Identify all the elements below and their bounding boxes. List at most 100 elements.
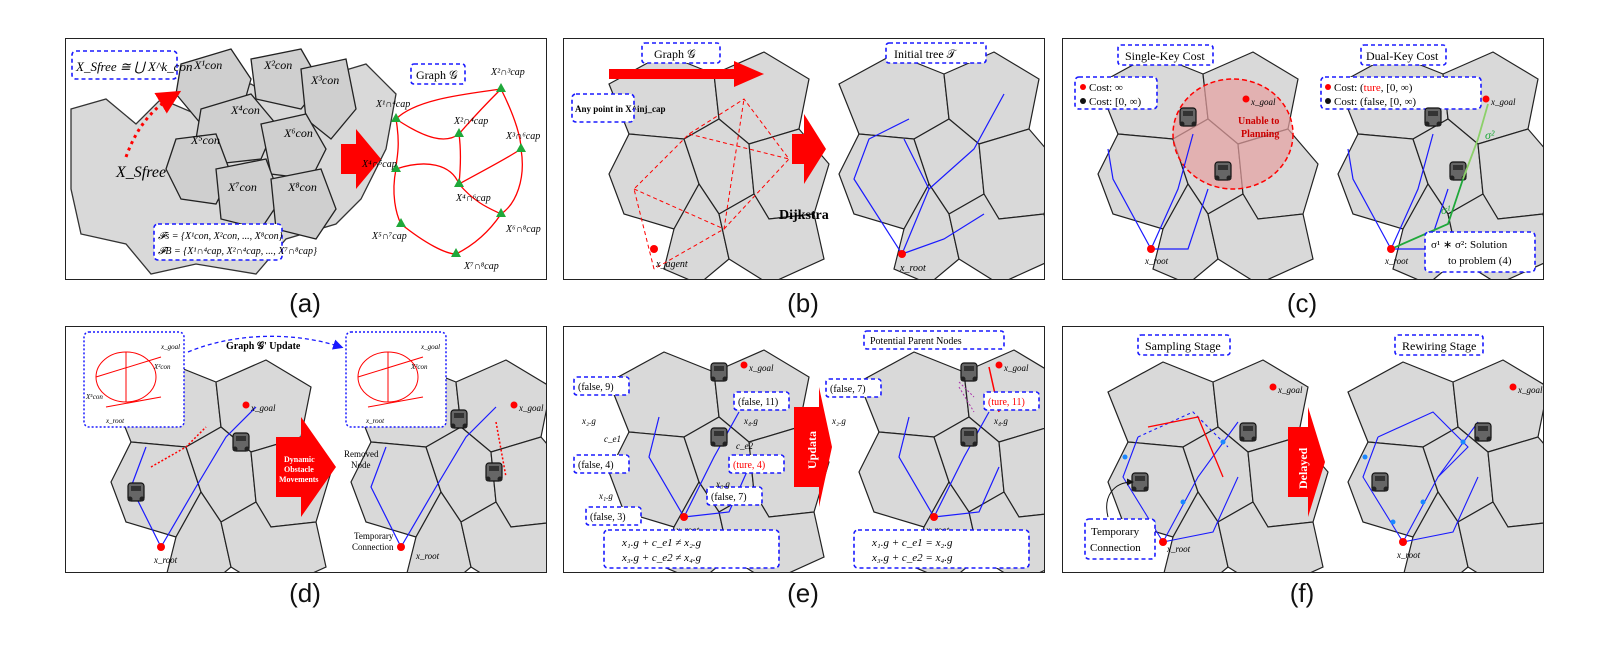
temp-line1-d: Temporary	[354, 531, 394, 541]
cap-label-5n7: X⁵∩⁷cap	[371, 231, 407, 242]
updata-label: Updata	[805, 431, 819, 469]
caption-c: (c)	[1286, 288, 1318, 318]
top-red-arrow	[609, 61, 764, 87]
caption-f: (f)	[1289, 578, 1315, 608]
root-dot-b	[898, 250, 906, 258]
solution-line2: to problem (4)	[1448, 255, 1512, 267]
sigma1-label: σ¹	[1441, 203, 1451, 217]
cap-label-7n8: X⁷∩⁸cap	[463, 261, 499, 272]
x2g-right: x₂.g	[831, 416, 846, 426]
x-goal-d2: x_goal	[518, 403, 544, 413]
e-box-6: (false, 3)	[590, 512, 626, 523]
ce2-label: c_e2	[736, 441, 753, 451]
dijkstra-arrow	[792, 114, 826, 184]
update-label: Graph 𝒢' Update	[226, 340, 301, 352]
graph-title-b: Graph 𝒢	[654, 47, 696, 61]
panel-b: Graph 𝒢 Any point in X^inj_cap x_agent D…	[563, 38, 1045, 280]
panel-c-diagram: Single-Key Cost Dual-Key Cost Cost: ∞ Co…	[1074, 44, 1543, 279]
ce1-label: c_e1	[604, 434, 621, 444]
tree-edges	[853, 93, 1005, 255]
x2g-left: x₂.g	[581, 416, 596, 426]
temp-line2-d: Connection	[352, 542, 394, 552]
inset-root-right: x_root	[365, 417, 385, 425]
x4g-right: x₄.g	[993, 416, 1008, 426]
e-box-4: (ture, 4)	[733, 460, 765, 471]
inset-con2-left: X²con	[153, 363, 171, 371]
any-point-label: Any point in X^inj_cap	[575, 104, 666, 114]
con-label-4: X⁴con	[230, 103, 260, 117]
tree-title: Initial tree 𝒯	[894, 47, 958, 61]
cap-label-2n4: X²∩⁴cap	[453, 116, 488, 127]
x-root-f1: x_root	[1166, 544, 1191, 554]
cost-zero: Cost: [0, ∞)	[1089, 96, 1141, 108]
e-box-r1: (false, 7)	[830, 384, 866, 395]
panel-e: x_goal x_goal x_root x_root (false, 9) (…	[563, 326, 1045, 573]
root-dot-c1	[1147, 245, 1155, 253]
panel-f: Sampling Stage Rewiring Stage x_goal x_g…	[1062, 326, 1544, 573]
transition-arrow	[341, 129, 381, 189]
x-goal-d1: x_goal	[250, 403, 276, 413]
removed-line2: Node	[351, 460, 371, 470]
sigma1-path	[1390, 178, 1464, 250]
unable-region	[1172, 78, 1294, 190]
inset-con2-right: X²con	[410, 363, 428, 371]
x-goal-f2: x_goal	[1517, 385, 1543, 395]
x-root-label-c2: x_root	[1384, 256, 1409, 266]
con-label-5: X⁵con	[190, 133, 220, 147]
rewiring-title: Rewiring Stage	[1402, 339, 1476, 353]
removed-line1: Removed	[344, 449, 379, 459]
con-label-2: X²con	[263, 58, 292, 72]
single-key-title: Single-Key Cost	[1125, 49, 1205, 63]
cap-label-4n5: X⁴∩⁵cap	[361, 159, 397, 170]
dynamic-line3: Movements	[279, 475, 319, 484]
eq-right-2: x₃.g + c_e2 = x₄.g	[871, 552, 953, 564]
inset-goal-right: x_goal	[420, 343, 440, 351]
x-root-label-b: x_root	[899, 263, 926, 274]
e-box-1: (false, 9)	[578, 382, 614, 393]
panel-c: Single-Key Cost Dual-Key Cost Cost: ∞ Co…	[1062, 38, 1544, 280]
cap-label-2n3: X²∩³cap	[490, 67, 525, 78]
delayed-arrow	[1288, 407, 1325, 517]
x4g-left: x₄.g	[743, 416, 758, 426]
delayed-label: Delayed	[1296, 447, 1310, 489]
panel-a-diagram: X_Sfree ≅ ⋃ X^k_con X¹con X²con X³con X⁴…	[70, 48, 541, 275]
x-goal-e2: x_goal	[1003, 363, 1029, 373]
con-label-6: X⁶con	[283, 126, 313, 140]
panel-d-diagram: x_goal X²con X⁵con x_root Graph 𝒢' Updat…	[83, 331, 546, 572]
fs-set: 𝓕s = {X¹con, X²con, ..., X⁸con}	[158, 231, 283, 242]
caption-b: (b)	[787, 288, 819, 318]
cap-label-1n4: X¹∩⁴cap	[375, 99, 410, 110]
x-root-f2: x_root	[1396, 550, 1421, 560]
root-dot-c2	[1387, 245, 1395, 253]
cap-label-3n6: X³∩⁶cap	[505, 131, 540, 142]
dynamic-line1: Dynamic	[284, 455, 315, 464]
unable-line2: Planning	[1241, 129, 1279, 140]
graph-title: Graph 𝒢	[416, 68, 458, 82]
inset-graph-right	[357, 351, 424, 408]
dijkstra-label: Dijkstra	[779, 208, 829, 223]
fb-set: 𝓕B = {X¹∩⁴cap, X²∩⁴cap, ..., X⁷∩⁸cap}	[158, 246, 317, 257]
x-goal-e1: x_goal	[748, 363, 774, 373]
eq-left-1: x₁.g + c_e1 ≠ x₂.g	[621, 537, 702, 549]
cap-label-4n6: X⁴∩⁶cap	[455, 193, 491, 204]
inset-con5-left: X⁵con	[85, 393, 103, 401]
con-label-7: X⁷con	[227, 180, 257, 194]
con-label-8: X⁸con	[287, 180, 317, 194]
dashed-graph	[633, 98, 790, 270]
dynamic-line2: Obstacle	[284, 465, 314, 474]
agent-dot	[650, 245, 658, 253]
con-label-1: X¹con	[193, 58, 222, 72]
xsfree-label: X_Sfree	[115, 164, 166, 181]
panel-a: X_Sfree ≅ ⋃ X^k_con X¹con X²con X³con X⁴…	[65, 38, 547, 280]
cost-false: Cost: (false, [0, ∞)	[1334, 96, 1416, 108]
cost-true: Cost: (ture, [0, ∞)	[1334, 82, 1413, 94]
unable-line1: Unable to	[1238, 116, 1279, 127]
update-dashed-arrow	[187, 335, 344, 353]
x-root-d2: x_root	[415, 551, 440, 561]
x-agent-label: x_agent	[655, 259, 688, 270]
sigma2-path	[1462, 103, 1489, 180]
cost-inf: Cost: ∞	[1089, 82, 1123, 94]
inset-goal-left: x_goal	[160, 343, 180, 351]
sigma2-label: σ²	[1485, 128, 1495, 142]
panel-d: x_goal X²con X⁵con x_root Graph 𝒢' Updat…	[65, 326, 547, 573]
